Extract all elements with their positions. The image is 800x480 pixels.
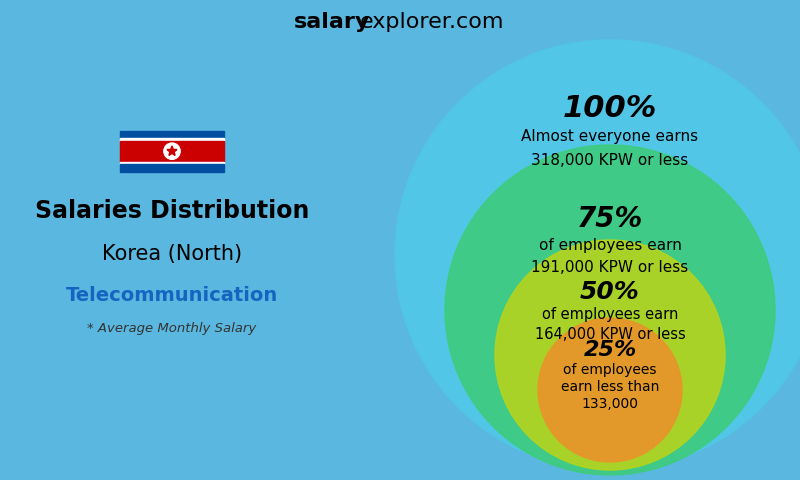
Text: 133,000: 133,000: [582, 397, 638, 411]
Text: of employees: of employees: [563, 363, 657, 377]
Circle shape: [395, 40, 800, 470]
Text: * Average Monthly Salary: * Average Monthly Salary: [87, 322, 257, 336]
Bar: [120, 131, 224, 138]
Bar: [120, 141, 224, 162]
Text: 164,000 KPW or less: 164,000 KPW or less: [534, 327, 686, 342]
Text: Korea (North): Korea (North): [102, 244, 242, 264]
Text: salary: salary: [294, 12, 370, 32]
Text: explorer.com: explorer.com: [360, 12, 504, 32]
Text: 100%: 100%: [563, 94, 657, 123]
Text: of employees earn: of employees earn: [538, 238, 682, 253]
Text: 75%: 75%: [577, 205, 643, 233]
Text: Salaries Distribution: Salaries Distribution: [35, 199, 309, 223]
Text: of employees earn: of employees earn: [542, 307, 678, 322]
Bar: [120, 162, 224, 164]
Text: 318,000 KPW or less: 318,000 KPW or less: [531, 153, 689, 168]
Circle shape: [445, 145, 775, 475]
Text: earn less than: earn less than: [561, 380, 659, 395]
Text: 191,000 KPW or less: 191,000 KPW or less: [531, 260, 689, 275]
Polygon shape: [167, 146, 177, 156]
Text: 25%: 25%: [583, 340, 637, 360]
Circle shape: [164, 143, 180, 159]
Circle shape: [495, 240, 725, 470]
Bar: [120, 164, 224, 171]
Bar: [120, 138, 224, 141]
Text: Telecommunication: Telecommunication: [66, 286, 278, 305]
Text: Almost everyone earns: Almost everyone earns: [522, 129, 698, 144]
Circle shape: [538, 318, 682, 462]
Text: 50%: 50%: [580, 280, 640, 304]
